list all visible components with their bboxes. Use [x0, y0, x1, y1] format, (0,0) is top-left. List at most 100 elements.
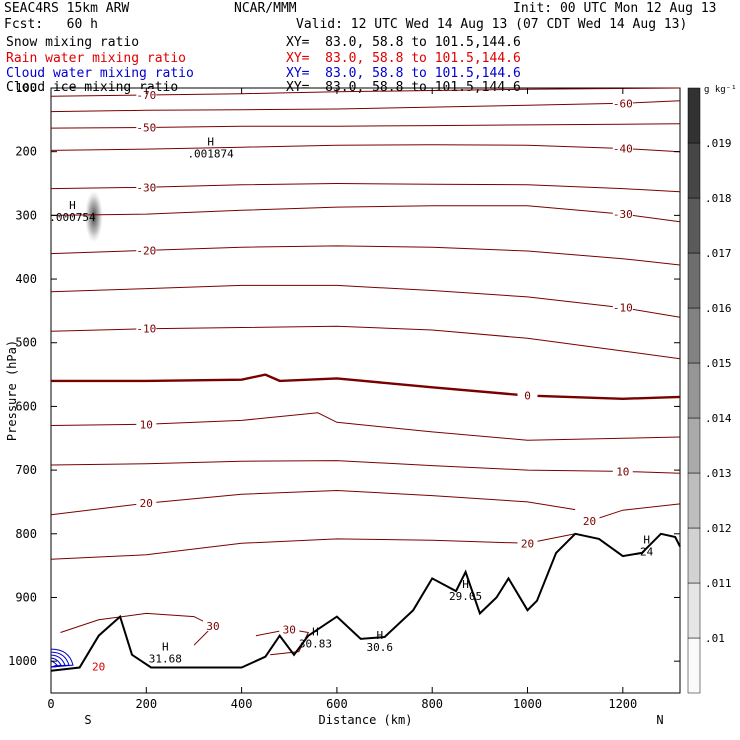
max-marker-h: H	[462, 578, 469, 591]
isotherm-label-bg	[136, 322, 157, 334]
x-tick-label: 1000	[513, 697, 542, 711]
colorbar-label: .017	[705, 247, 732, 260]
endpoint-left: S	[84, 713, 91, 727]
isotherm-label-bg	[136, 89, 157, 101]
colorbar-swatch	[687, 637, 701, 694]
colorbar-swatch	[687, 307, 701, 364]
isotherm-label: -30	[613, 208, 633, 221]
max-marker-h: H	[376, 629, 383, 642]
cloud-water-contour	[50, 654, 66, 668]
isotherm-label: -20	[136, 244, 156, 257]
y-tick-label-top: 100	[15, 81, 37, 95]
field-xy-cloud-water: XY= 83.0, 58.8 to 101.5,144.6	[286, 66, 521, 81]
isotherm-label: -30	[136, 181, 156, 194]
max-marker-value: 29.05	[449, 590, 482, 603]
x-tick-label: 200	[135, 697, 157, 711]
isotherm-label-bg	[612, 465, 633, 477]
max-marker-value: 24	[640, 545, 654, 558]
x-tick-label: 800	[421, 697, 443, 711]
isotherm-label-bg	[136, 497, 157, 509]
colorbar-label: .014	[705, 412, 732, 425]
y-tick-label: 700	[15, 463, 37, 477]
isotherm-line	[50, 325, 681, 360]
colorbar-unit: g kg⁻¹	[704, 85, 737, 95]
field-label-rain: Rain water mixing ratio	[6, 51, 187, 66]
y-tick-label: 300	[15, 208, 37, 222]
isotherm-label-bg	[579, 515, 600, 527]
isotherm-label: -50	[136, 121, 156, 134]
colorbar-swatch	[687, 472, 701, 529]
isotherm-label-bg	[517, 389, 538, 401]
isotherm-label-bg	[612, 301, 633, 313]
max-marker-value: 30.83	[299, 638, 332, 651]
max-marker-h: H	[69, 199, 76, 212]
cloud-water-contour	[50, 657, 62, 668]
cloud-ice-shading	[84, 190, 103, 243]
colorbar-swatch	[687, 417, 701, 474]
colorbar-label: .012	[705, 522, 732, 535]
colorbar-label: .011	[705, 577, 732, 590]
isotherm-line	[50, 284, 681, 318]
max-marker-value: .001874	[187, 147, 234, 160]
rain-contour-label: 20	[92, 661, 105, 674]
max-marker-value: 31.68	[149, 652, 182, 665]
isotherm-line	[50, 123, 681, 129]
colorbar-label: .01	[705, 632, 725, 645]
max-marker-h: H	[643, 533, 650, 546]
terrain-line	[50, 532, 681, 672]
isotherm-line	[50, 533, 576, 560]
org-label: NCAR/MMM	[234, 1, 297, 16]
isotherm-label-bg	[612, 142, 633, 154]
isotherm-label: -10	[613, 302, 633, 315]
y-tick-label: 800	[15, 527, 37, 541]
colorbar-swatch	[687, 527, 701, 584]
isotherm-label: -40	[613, 143, 633, 156]
colorbar-label: .015	[705, 357, 732, 370]
isotherm-line	[50, 412, 681, 441]
isotherm-label: -10	[136, 323, 156, 336]
isotherm-label: 20	[140, 497, 153, 510]
max-marker-h: H	[207, 135, 214, 148]
isotherm-line	[50, 144, 681, 153]
isotherm-line	[255, 628, 310, 656]
y-axis-label: Pressure (hPa)	[5, 340, 19, 441]
x-axis-label: Distance (km)	[319, 713, 413, 727]
colorbar-swatch	[687, 87, 701, 144]
max-marker-h: H	[312, 626, 319, 639]
cloud-water-contour	[50, 648, 74, 668]
endpoint-right: N	[656, 713, 663, 727]
y-tick-label: 900	[15, 590, 37, 604]
isotherm-line	[50, 489, 576, 516]
isotherm-line	[50, 460, 681, 474]
isotherm-label: 10	[140, 418, 153, 431]
init-time: Init: 00 UTC Mon 12 Aug 13	[513, 1, 717, 16]
isotherm-label-bg	[136, 121, 157, 133]
isotherm-label-bg	[517, 537, 538, 549]
isotherm-line	[50, 182, 681, 193]
isotherm-line	[50, 245, 681, 266]
isotherm-label: -70	[136, 89, 156, 102]
forecast-hour: Fcst: 60 h	[4, 17, 98, 32]
model-title: SEAC4RS 15km ARW	[4, 1, 130, 16]
isotherm-label-bg	[136, 181, 157, 193]
colorbar-swatch	[687, 362, 701, 419]
x-tick-label: 600	[326, 697, 348, 711]
y-tick-label: 500	[15, 336, 37, 350]
isotherm-label: 10	[616, 465, 629, 478]
colorbar-label: .018	[705, 192, 732, 205]
x-tick-label: 400	[231, 697, 253, 711]
isotherm-line	[51, 373, 681, 401]
isotherm-label: 30	[206, 620, 219, 633]
isotherm-label-bg	[136, 418, 157, 430]
colorbar-swatch	[687, 582, 701, 639]
colorbar-swatch	[687, 142, 701, 199]
plot-frame	[50, 87, 681, 694]
valid-time: Valid: 12 UTC Wed 14 Aug 13 (07 CDT Wed …	[296, 17, 688, 32]
isotherm-label-bg	[612, 208, 633, 220]
y-tick-label: 200	[15, 145, 37, 159]
colorbar-label: .019	[705, 137, 732, 150]
y-tick-label: 400	[15, 272, 37, 286]
isotherm-label: 20	[521, 537, 534, 550]
y-tick-label: 1000	[8, 654, 37, 668]
